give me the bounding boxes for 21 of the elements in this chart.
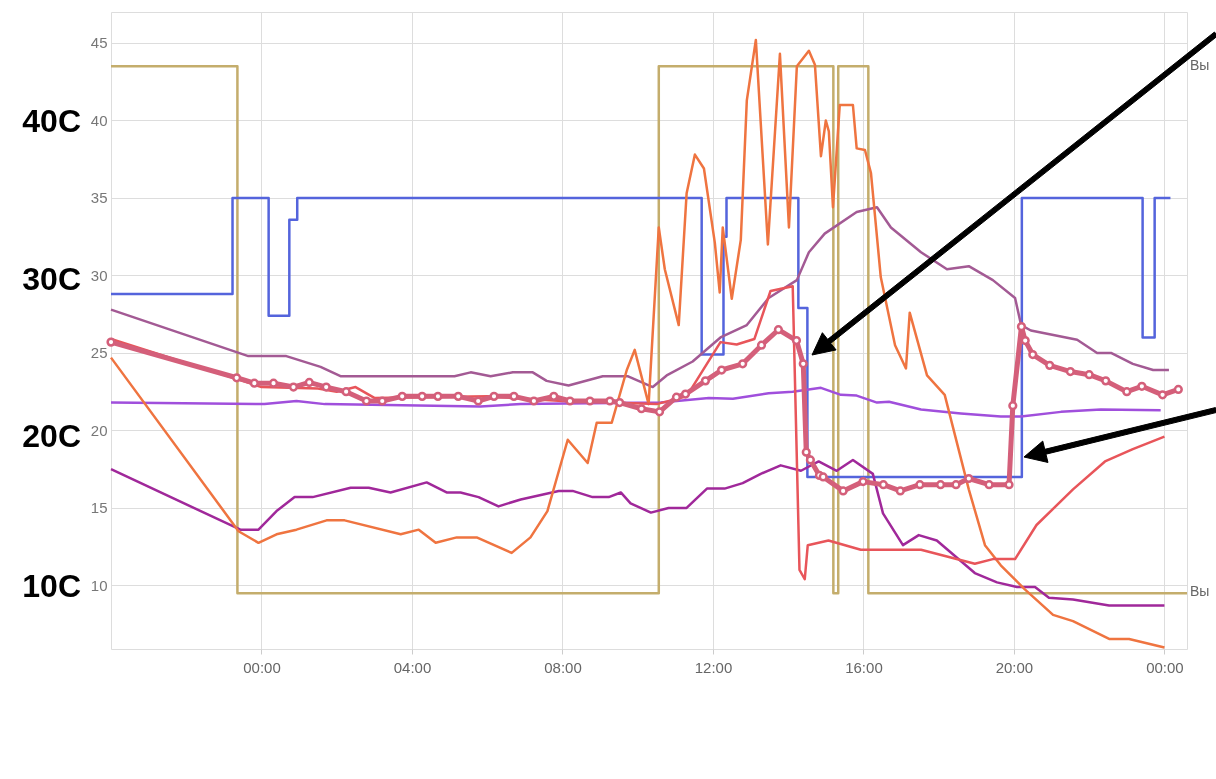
x-tick-label: 08:00 xyxy=(544,658,582,676)
x-tick-label: 16:00 xyxy=(845,658,883,676)
x-tick-label: 04:00 xyxy=(393,658,432,676)
text: Вы xyxy=(1190,57,1210,73)
text: 40C xyxy=(22,103,81,139)
y-tick-label: 35 xyxy=(90,189,108,207)
text: 20C xyxy=(22,418,81,454)
x-tick-label: 12:00 xyxy=(694,658,733,676)
y-tick-label: 10 xyxy=(90,576,108,594)
text: 30C xyxy=(22,261,81,297)
x-tick-label: 00:00 xyxy=(1146,658,1184,676)
y-tick-label: 40 xyxy=(90,111,108,129)
y-tick-label: 25 xyxy=(90,344,108,362)
x-tick-label: 00:00 xyxy=(243,658,281,676)
y-tick-label: 15 xyxy=(90,499,108,517)
y-tick-label: 20 xyxy=(90,421,108,439)
x-tick-label: 20:00 xyxy=(995,658,1034,676)
text: 10C xyxy=(22,568,81,604)
text: Вы xyxy=(1190,583,1210,599)
y-tick-label: 30 xyxy=(90,266,108,284)
y-tick-label: 45 xyxy=(90,34,108,52)
